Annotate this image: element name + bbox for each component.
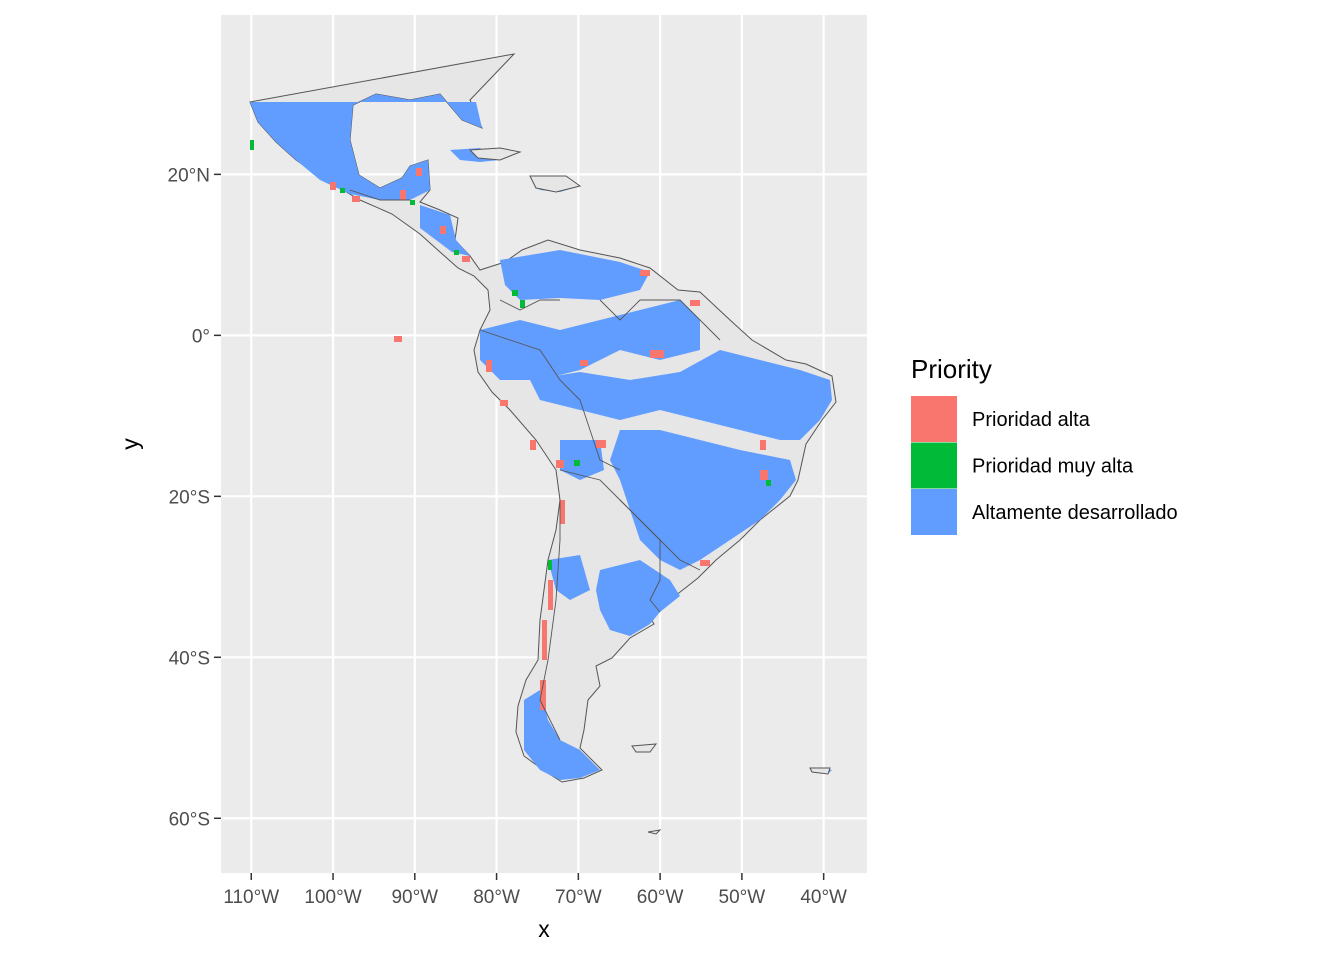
legend-label: Prioridad muy alta xyxy=(972,456,1134,478)
high-priority-areas xyxy=(330,168,768,710)
highly-developed-areas xyxy=(250,94,832,780)
y-tick-label: 0° xyxy=(192,326,210,347)
legend: Priority Prioridad alta Prioridad muy alt… xyxy=(911,354,1178,535)
legend-key xyxy=(911,442,957,489)
x-tick-label: 100°W xyxy=(304,887,361,908)
legend-entries: Prioridad alta Prioridad muy alta Altament… xyxy=(911,396,1178,535)
y-tick-label: 20°S xyxy=(169,487,210,508)
legend-label: Prioridad alta xyxy=(972,409,1091,431)
legend-key xyxy=(911,489,957,535)
map-layer xyxy=(249,53,837,835)
y-tick-label: 20°N xyxy=(168,165,210,186)
legend-title: Priority xyxy=(911,354,992,384)
x-tick-label: 110°W xyxy=(223,887,279,908)
y-tick-label: 40°S xyxy=(169,648,210,669)
x-axis-title: x xyxy=(538,916,550,942)
y-axis-title: y xyxy=(117,438,143,450)
y-tick-label: 60°S xyxy=(169,809,210,830)
legend-label: Altamente desarrollado xyxy=(972,502,1178,524)
x-tick-label: 70°W xyxy=(555,887,602,908)
x-tick-label: 80°W xyxy=(473,887,520,908)
country-borders xyxy=(349,189,721,741)
x-tick-label: 90°W xyxy=(391,887,438,908)
very-high-priority-areas xyxy=(250,140,771,570)
legend-key xyxy=(911,396,957,442)
x-tick-label: 40°W xyxy=(800,887,847,908)
x-tick-label: 50°W xyxy=(719,887,766,908)
axes: 110°W 100°W 90°W 80°W 70°W 60°W 50°W 40°W 20°N 0°… xyxy=(168,165,848,908)
x-tick-label: 60°W xyxy=(637,887,684,908)
islands xyxy=(468,147,831,835)
